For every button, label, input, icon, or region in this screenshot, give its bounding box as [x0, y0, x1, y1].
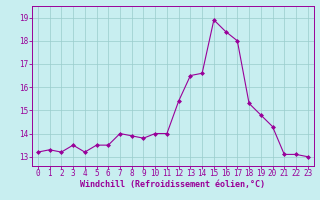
X-axis label: Windchill (Refroidissement éolien,°C): Windchill (Refroidissement éolien,°C): [80, 180, 265, 189]
